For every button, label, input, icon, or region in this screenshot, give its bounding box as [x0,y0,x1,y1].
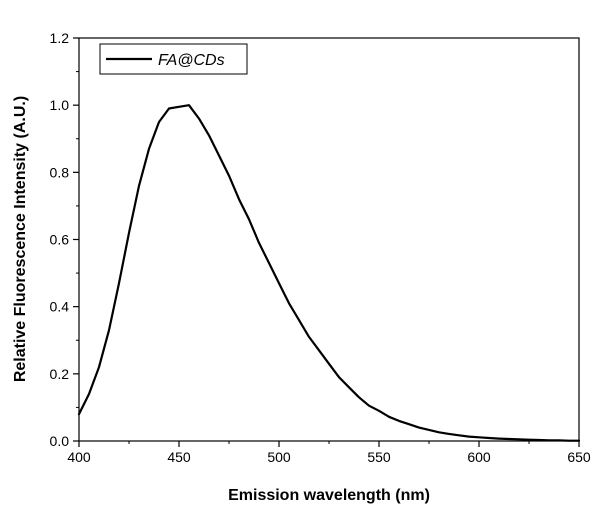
y-tick-label-0.2: 0.2 [50,366,70,382]
data-point [568,440,570,442]
x-tick-label-450: 450 [167,449,191,465]
data-point [488,437,490,439]
data-point [348,386,350,388]
data-point [268,262,270,264]
data-point [538,439,540,441]
data-point [258,242,260,244]
data-point [458,434,460,436]
data-point [398,420,400,422]
data-point [138,185,140,187]
data-point [168,107,170,110]
data-point [178,106,180,108]
legend-label: FA@CDs [158,52,225,69]
legend: FA@CDs [99,43,248,75]
plot-area [78,37,580,442]
y-tick-label-0.6: 0.6 [50,232,70,248]
y-tick-label-0.8: 0.8 [50,164,70,180]
x-tick-label-650: 650 [567,449,591,465]
data-point [478,436,480,438]
data-point [428,429,430,431]
data-point [78,413,80,415]
data-point [498,438,500,440]
data-point [368,405,370,407]
data-point [578,440,580,442]
x-tick-label-600: 600 [467,449,491,465]
x-tick-label-500: 500 [267,449,291,465]
data-point [218,154,220,157]
data-point [148,148,150,150]
y-tick-label-1.2: 1.2 [50,30,70,46]
data-point [298,319,300,321]
data-point [308,336,310,338]
y-tick-label-1.0: 1.0 [50,97,70,113]
data-point [528,439,530,441]
data-point [508,438,510,440]
data-point [188,104,190,106]
data-point [328,363,330,365]
data-point [88,393,90,395]
x-axis-title: Emission wavelength (nm) [228,487,430,504]
data-point [288,302,290,304]
data-point [518,438,520,440]
data-point [118,282,120,284]
data-point [278,282,280,284]
y-axis-title: Relative Fluorescence Intensity (A.U.) [12,96,29,382]
series-layer [77,104,581,442]
y-tick-label-0.0: 0.0 [50,433,70,449]
data-point [228,175,230,177]
data-point [158,121,160,123]
data-point [378,410,380,412]
data-point [388,416,390,418]
data-point [108,329,110,331]
data-point [548,439,550,441]
data-point [338,376,340,378]
data-point [448,433,450,435]
data-point [128,232,130,234]
data-point [358,396,360,398]
data-point [318,349,320,351]
y-tick-label-0.4: 0.4 [50,299,70,315]
data-point [208,134,210,136]
data-point [238,198,240,200]
data-point [98,366,100,368]
y-axis-ticks: 0.0 0.2 0.4 0.6 0.8 1.0 1.2 [50,30,79,449]
x-tick-label-550: 550 [367,449,391,465]
x-tick-label-400: 400 [67,449,91,465]
data-point [248,218,250,220]
x-axis-ticks: 400 450 500 550 600 650 [67,441,591,465]
data-point [438,431,440,433]
data-point [408,423,410,425]
data-point [558,439,560,441]
data-point [418,427,420,429]
data-point [468,436,470,438]
data-point [198,118,200,120]
